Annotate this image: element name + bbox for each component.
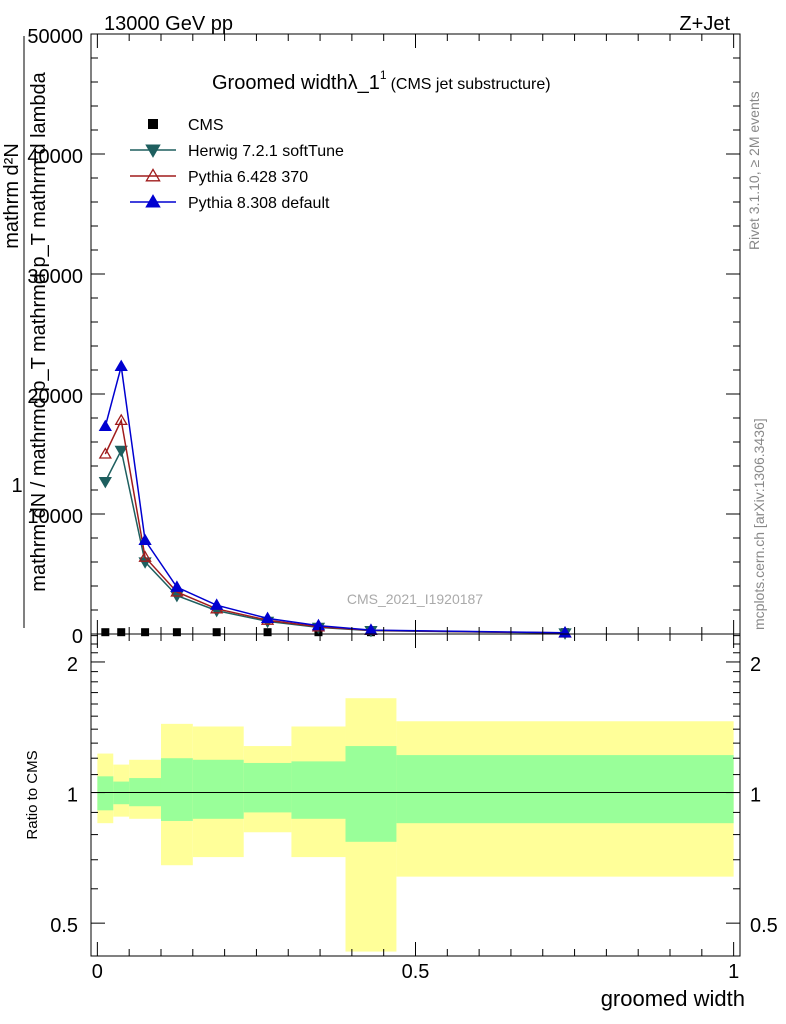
data-point-pythia-6-428-370	[138, 550, 152, 562]
data-point-cms	[212, 628, 221, 637]
series-herwig-7-2-1-softtune	[98, 445, 572, 640]
xlabel: groomed width	[601, 986, 745, 1011]
ratio-ylabel: Ratio to CMS	[24, 750, 41, 839]
main-ytick-label: 40000	[27, 146, 83, 168]
legend-label-cms: CMS	[188, 117, 224, 134]
data-point-cms	[141, 628, 150, 637]
legend-entry-cms: CMS	[148, 117, 224, 134]
main-ytick-label: 10000	[27, 506, 83, 528]
stat-band-bin	[243, 762, 292, 813]
main-ytick-label: 20000	[27, 386, 83, 408]
stat-band-bin	[192, 759, 244, 819]
legend-entry-pythia6: Pythia 6.428 370	[130, 168, 308, 186]
legend-marker-shape	[145, 144, 161, 158]
xtick-label: 1	[728, 961, 739, 983]
legend-label-herwig: Herwig 7.2.1 softTune	[188, 143, 344, 160]
data-point-herwig-7-2-1-softtune	[114, 445, 128, 458]
ratio-ytick-label-right: 0.5	[750, 915, 778, 937]
data-point-cms	[101, 628, 110, 637]
ratio-ticks	[91, 634, 740, 956]
legend-label-pythia8: Pythia 8.308 default	[188, 195, 330, 212]
mcplots-label: mcplots.cern.ch [arXiv:1306.3436]	[751, 418, 767, 630]
ylabel-prefix: 1	[11, 475, 22, 497]
ratio-ytick-label: 1	[67, 785, 78, 807]
stat-band-bin	[291, 761, 346, 819]
data-point-pythia-8-308-default	[138, 533, 152, 546]
data-point-pythia-8-308-default	[210, 598, 224, 610]
main-plot-content	[98, 359, 572, 640]
data-point-cms	[117, 628, 126, 637]
legend-marker-shape	[145, 168, 161, 182]
data-point-pythia-6-428-370	[114, 413, 128, 426]
chart-title: Groomed widthλ_11(CMS jet substructure)	[212, 68, 551, 94]
legend-entry-pythia8: Pythia 8.308 default	[130, 194, 330, 212]
legend-marker-cms	[148, 119, 158, 129]
ratio-ytick-labels: 0.5 0.5 1 1 2 2	[50, 654, 778, 937]
header-right: Z+Jet	[679, 13, 730, 35]
ratio-plot-content	[91, 698, 740, 952]
xtick-label: 0.5	[402, 961, 430, 983]
main-ytick-label: 30000	[27, 266, 83, 288]
series-pythia-6-428-370	[98, 413, 572, 638]
analysis-watermark: CMS_2021_I1920187	[347, 591, 483, 607]
series-line-pythia-6-428-370	[104, 417, 566, 634]
series-line-herwig-7-2-1-softtune	[104, 448, 566, 634]
legend-marker-pythia8	[130, 194, 176, 208]
stat-band-bin	[345, 746, 397, 842]
main-ylabel: 1 mathrm dN / mathrmd p_T mathrmd p_T ma…	[1, 36, 50, 628]
legend-marker-pythia6	[130, 168, 176, 182]
ylabel-numerator: mathrm d²N	[1, 143, 23, 249]
syst-band	[97, 698, 734, 952]
data-point-cms	[263, 628, 272, 637]
ratio-ytick-label: 0.5	[50, 915, 78, 937]
data-point-herwig-7-2-1-softtune	[98, 476, 112, 489]
stat-band	[97, 746, 734, 842]
data-point-pythia-8-308-default	[311, 618, 326, 631]
main-ytick-label: 0	[72, 626, 83, 648]
data-point-pythia-8-308-default	[260, 611, 275, 624]
legend-label-pythia6: Pythia 6.428 370	[188, 169, 308, 186]
series-pythia-8-308-default	[98, 359, 572, 638]
legend: CMS Herwig 7.2.1 softTune Pythia 6.428 3…	[130, 117, 344, 212]
header-left: 13000 GeV pp	[104, 13, 233, 35]
stat-band-bin	[160, 758, 193, 821]
legend-marker-shape	[148, 119, 158, 129]
legend-marker-herwig	[130, 144, 176, 158]
main-ytick-labels: 0 10000 20000 30000 40000 50000	[27, 26, 83, 648]
ratio-ytick-label: 2	[67, 654, 78, 676]
data-point-pythia-8-308-default	[98, 419, 112, 432]
data-point-pythia-8-308-default	[114, 359, 128, 372]
xtick-labels: 0 0.5 1	[92, 961, 739, 983]
ratio-panel: 0.5 0.51 12 2 0 0.5 1 Ratio to CMS groomed wi…	[24, 633, 778, 1011]
ratio-ytick-label-right: 2	[750, 654, 761, 676]
main-ytick-label: 50000	[27, 26, 83, 48]
data-point-pythia-8-308-default	[170, 580, 184, 592]
ylabel-denominator: mathrm dN / mathrmd p_T mathrmd p_T math…	[28, 71, 50, 591]
legend-entry-herwig: Herwig 7.2.1 softTune	[130, 143, 344, 160]
data-point-cms	[172, 628, 181, 637]
legend-marker-shape	[145, 194, 161, 208]
xtick-label: 0	[92, 961, 103, 983]
stat-band-bin	[97, 776, 114, 811]
stat-band-bin	[396, 755, 734, 824]
main-panel: 0 10000 20000 30000 40000 50000 Groomed width…	[1, 26, 741, 648]
ratio-ytick-label-right: 1	[750, 785, 761, 807]
rivet-label: Rivet 3.1.10, ≥ 2M events	[746, 91, 762, 250]
data-point-pythia-6-428-370	[98, 447, 112, 459]
